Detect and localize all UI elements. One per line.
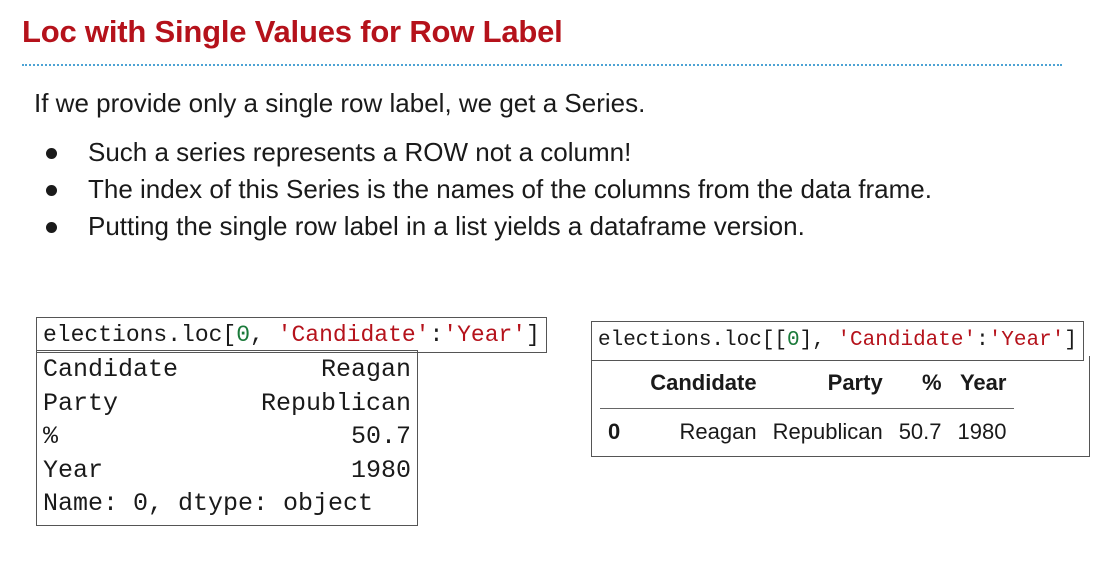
series-label: Year: [43, 455, 104, 485]
code-text: ]: [1064, 329, 1077, 352]
series-row: Candidate Reagan: [43, 353, 411, 387]
column-header: %: [890, 362, 950, 409]
left-code-cell: elections.loc[0, 'Candidate':'Year']: [36, 317, 547, 353]
code-text: :: [429, 322, 444, 348]
series-label: %: [43, 422, 59, 451]
table-cell: 1980: [957, 419, 1007, 444]
column-header: Party: [764, 362, 891, 409]
code-text: ]: [526, 322, 540, 348]
code-string: 'Candidate': [277, 322, 430, 348]
series-value: 50.7: [350, 422, 411, 451]
code-string: 'Year': [988, 329, 1065, 352]
series-value: Republican: [260, 388, 411, 418]
slide-title: Loc with Single Values for Row Label: [22, 14, 563, 49]
series-value: Reagan: [320, 355, 411, 384]
bullet-text: Putting the single row label in a list y…: [88, 211, 805, 241]
code-text: :: [976, 329, 989, 352]
bullet-text: The index of this Series is the names of…: [88, 174, 932, 204]
code-text: elections.loc[[: [598, 329, 788, 352]
series-row: Party Republican: [43, 387, 411, 421]
right-code-cell: elections.loc[[0], 'Candidate':'Year']: [591, 321, 1084, 361]
code-string: 'Year': [443, 322, 527, 348]
series-row: % 50.7: [43, 420, 411, 454]
series-footer: Name: 0, dtype: object: [43, 489, 374, 518]
series-row: Year 1980: [43, 454, 411, 488]
index-header: [600, 362, 643, 409]
dataframe-output: Candidate Party % Year 0 Reagan Republic…: [591, 356, 1090, 457]
code-text: elections.loc[: [43, 322, 237, 348]
series-value: 1980: [350, 455, 411, 485]
series-label: Party: [43, 388, 119, 418]
dataframe-row: 0 Reagan Republican 50.7 1980: [600, 409, 1014, 454]
bullet-item: The index of this Series is the names of…: [46, 171, 932, 208]
bullet-dot-icon: [46, 148, 57, 159]
code-number: 0: [787, 329, 800, 352]
dataframe-table: Candidate Party % Year 0 Reagan Republic…: [600, 362, 1015, 454]
row-index: 0: [608, 419, 621, 444]
code-text: ],: [799, 329, 838, 352]
bullet-item: Putting the single row label in a list y…: [46, 208, 932, 245]
bullet-list: Such a series represents a ROW not a col…: [46, 134, 932, 245]
title-divider: [22, 64, 1062, 66]
table-cell: Republican: [772, 419, 883, 444]
bullet-item: Such a series represents a ROW not a col…: [46, 134, 932, 171]
column-header: Year: [949, 362, 1015, 409]
code-text: ,: [250, 322, 278, 348]
table-cell: Reagan: [679, 419, 757, 444]
table-cell: 50.7: [898, 419, 942, 444]
bullet-dot-icon: [46, 185, 57, 196]
bullet-dot-icon: [46, 222, 57, 233]
intro-text: If we provide only a single row label, w…: [34, 88, 646, 118]
series-label: Candidate: [43, 355, 179, 384]
column-header: Candidate: [642, 362, 765, 409]
dataframe-header-row: Candidate Party % Year: [600, 362, 1015, 409]
series-output: Candidate Reagan Party Republican % 50.7 Ye…: [36, 350, 418, 526]
bullet-text: Such a series represents a ROW not a col…: [88, 137, 632, 167]
code-number: 0: [236, 322, 251, 348]
code-string: 'Candidate': [837, 329, 977, 352]
